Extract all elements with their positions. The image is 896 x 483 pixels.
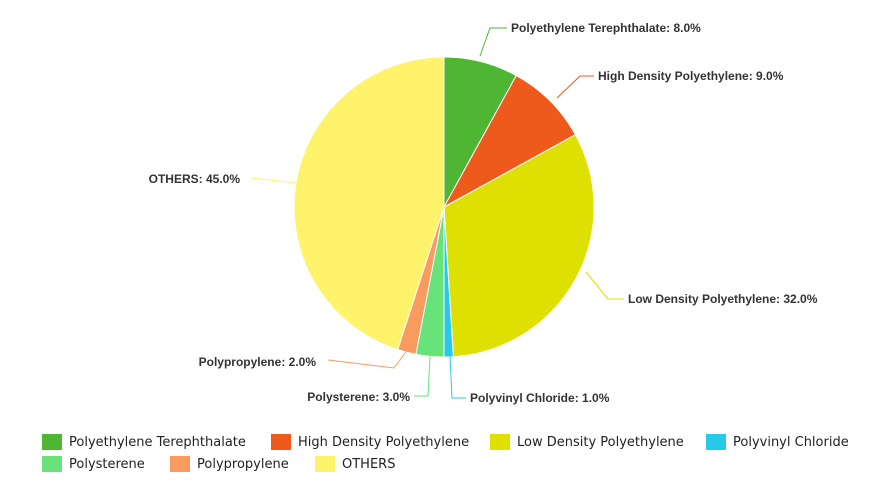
legend-item-polyethylene-terephthalate[interactable]: Polyethylene Terephthalate bbox=[42, 434, 271, 450]
legend-label: Polypropylene bbox=[197, 456, 289, 472]
slice-data-label: Polyethylene Terephthalate: 8.0% bbox=[511, 21, 701, 35]
label-connector bbox=[327, 348, 409, 369]
legend-item-others[interactable]: OTHERS bbox=[315, 456, 415, 472]
legend-swatch bbox=[42, 456, 62, 472]
label-connector bbox=[479, 27, 507, 57]
legend-swatch bbox=[170, 456, 190, 472]
legend-label: Polyvinyl Chloride bbox=[733, 434, 849, 450]
label-connector bbox=[251, 177, 297, 184]
pie-slice-others[interactable] bbox=[293, 56, 445, 351]
pie-slice-low-density-polyethylene[interactable] bbox=[443, 134, 595, 358]
legend-swatch bbox=[315, 456, 335, 472]
slice-data-label: Polysterene: 3.0% bbox=[307, 390, 410, 404]
slice-data-label: Polyvinyl Chloride: 1.0% bbox=[470, 391, 610, 405]
legend-row-2: Polysterene Polypropylene OTHERS bbox=[42, 453, 892, 475]
pie-slice-high-density-polyethylene[interactable] bbox=[442, 74, 577, 209]
slice-data-label: Low Density Polyethylene: 32.0% bbox=[628, 292, 818, 306]
legend-item-polypropylene[interactable]: Polypropylene bbox=[170, 456, 315, 472]
legend-swatch bbox=[490, 434, 510, 450]
pie-slices bbox=[293, 56, 595, 358]
legend-item-polysterene[interactable]: Polysterene bbox=[42, 456, 170, 472]
label-connector bbox=[449, 355, 466, 399]
pie-labels: Polyethylene Terephthalate: 8.0% High Den… bbox=[149, 21, 818, 405]
slice-data-label: OTHERS: 45.0% bbox=[149, 172, 241, 186]
legend-item-low-density-polyethylene[interactable]: Low Density Polyethylene bbox=[490, 434, 706, 450]
label-connector bbox=[414, 355, 431, 397]
legend-label: High Density Polyethylene bbox=[298, 434, 470, 450]
slice-data-label: Polypropylene: 2.0% bbox=[199, 355, 317, 369]
legend-label: OTHERS bbox=[342, 456, 396, 472]
legend-item-polyvinyl-chloride[interactable]: Polyvinyl Chloride bbox=[706, 434, 886, 450]
legend-swatch bbox=[706, 434, 726, 450]
legend-item-high-density-polyethylene[interactable]: High Density Polyethylene bbox=[271, 434, 490, 450]
legend: Polyethylene Terephthalate High Density … bbox=[42, 431, 892, 475]
legend-label: Low Density Polyethylene bbox=[517, 434, 684, 450]
legend-label: Polysterene bbox=[69, 456, 145, 472]
label-connector bbox=[585, 271, 624, 300]
legend-label: Polyethylene Terephthalate bbox=[69, 434, 246, 450]
legend-row-1: Polyethylene Terephthalate High Density … bbox=[42, 431, 892, 453]
legend-swatch bbox=[271, 434, 291, 450]
pie-chart: Polyethylene Terephthalate: 8.0% High Den… bbox=[149, 21, 818, 405]
legend-swatch bbox=[42, 434, 62, 450]
slice-data-label: High Density Polyethylene: 9.0% bbox=[598, 69, 784, 83]
label-connector bbox=[556, 75, 594, 99]
